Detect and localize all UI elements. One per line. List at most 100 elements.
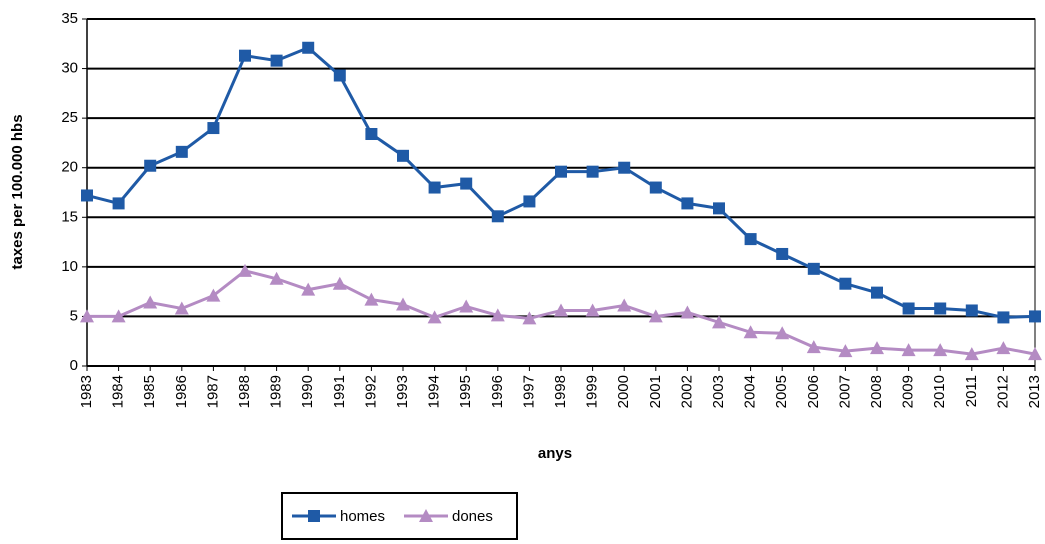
point [933, 343, 948, 357]
x-tick-label: 2006 [805, 375, 822, 408]
x-tick-label: 1983 [78, 375, 95, 408]
x-tick-label: 2009 [900, 375, 917, 408]
x-tick-label: 2013 [1026, 375, 1043, 408]
point [427, 310, 442, 324]
point [269, 271, 284, 285]
point [419, 509, 433, 522]
point [586, 165, 599, 178]
point [681, 197, 694, 210]
point [555, 165, 567, 178]
x-tick-label: 2002 [678, 375, 695, 408]
point [302, 41, 315, 54]
x-tick-label: 2005 [773, 375, 790, 408]
x-tick-label: 2003 [710, 375, 727, 408]
point [270, 54, 283, 67]
point [301, 282, 316, 296]
point [333, 69, 346, 82]
y-tick-label: 0 [70, 357, 78, 374]
y-tick-label: 35 [61, 10, 78, 27]
point [239, 49, 251, 62]
point [871, 286, 883, 299]
point [397, 149, 409, 162]
x-tick-label: 2004 [742, 375, 759, 408]
point [428, 181, 441, 194]
point [870, 341, 884, 355]
point [490, 308, 505, 322]
point [996, 341, 1011, 355]
point [396, 297, 410, 311]
point [207, 122, 220, 135]
y-tick-label: 10 [61, 258, 78, 275]
point [522, 311, 537, 325]
x-tick-label: 1995 [457, 375, 474, 408]
x-tick-label: 2000 [615, 375, 632, 408]
point [713, 202, 725, 215]
point [491, 210, 504, 223]
x-tick-label: 1997 [520, 375, 537, 408]
y-tick-label: 20 [61, 159, 78, 176]
point [144, 159, 157, 172]
x-tick-label: 1998 [552, 375, 569, 408]
point [460, 177, 473, 190]
point [554, 303, 568, 317]
point [332, 276, 347, 290]
point [997, 311, 1010, 324]
point [143, 295, 158, 309]
x-tick-label: 1990 [299, 375, 316, 408]
point [112, 197, 125, 210]
y-tick-label: 25 [61, 109, 78, 126]
point [308, 510, 320, 522]
y-axis-title: taxes per 100.000 hbs [9, 114, 26, 269]
legend-label: dones [452, 508, 493, 525]
x-tick-label: 1988 [236, 375, 253, 408]
x-tick-label: 2001 [647, 375, 664, 408]
x-tick-label: 1984 [110, 375, 127, 408]
point [743, 325, 758, 339]
point [712, 315, 726, 329]
point [648, 309, 663, 323]
x-tick-label: 1987 [204, 375, 221, 408]
x-tick-label: 2008 [868, 375, 885, 408]
point [206, 288, 221, 302]
x-tick-label: 1992 [362, 375, 379, 408]
point [81, 189, 93, 202]
y-tick-label: 15 [61, 208, 78, 225]
x-tick-label: 2007 [836, 375, 853, 408]
x-tick-label: 1993 [394, 375, 411, 408]
point [680, 305, 695, 319]
x-tick-label: 2010 [931, 375, 948, 408]
x-tick-label: 1985 [141, 375, 158, 408]
point [806, 340, 821, 354]
point [585, 303, 600, 317]
point [1028, 347, 1042, 361]
x-tick-label: 1989 [268, 375, 285, 408]
point [238, 263, 252, 277]
x-tick-label: 1986 [173, 375, 190, 408]
point [964, 347, 979, 361]
x-tick-label: 1994 [426, 375, 443, 408]
point [618, 161, 631, 174]
point [838, 344, 853, 358]
x-tick-label: 1999 [584, 375, 601, 408]
x-tick-label: 2011 [963, 375, 980, 407]
legend-label: homes [340, 508, 385, 525]
point [807, 262, 820, 275]
y-tick-label: 30 [61, 60, 78, 77]
x-tick-label: 1996 [489, 375, 506, 408]
point [649, 181, 662, 194]
y-tick-label: 5 [70, 307, 78, 324]
point [934, 302, 947, 315]
point [839, 277, 852, 290]
point [523, 195, 536, 208]
point [174, 301, 189, 315]
point [776, 247, 789, 260]
point [617, 298, 632, 312]
point [1029, 310, 1041, 323]
x-axis-title: anys [538, 445, 572, 462]
point [901, 343, 916, 357]
point [902, 302, 915, 315]
point [965, 304, 978, 317]
x-tick-label: 1991 [331, 375, 348, 408]
point [111, 309, 126, 323]
